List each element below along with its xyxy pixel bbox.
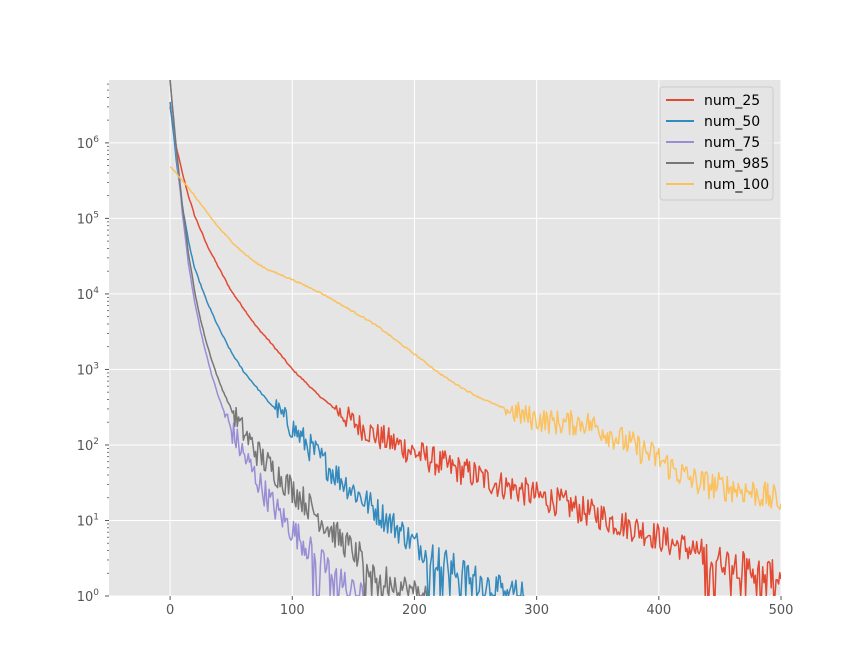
- x-tick-label: 0: [166, 603, 174, 618]
- series-line-num_985: [169, 80, 428, 596]
- legend-label: num_50: [704, 114, 760, 130]
- series-line-num_100: [169, 166, 781, 511]
- legend-label: num_25: [704, 93, 760, 109]
- series-line-num_25: [169, 106, 781, 596]
- legend: num_25 num_50 num_75 num_985 num_100: [659, 86, 774, 201]
- legend-label: num_100: [704, 177, 769, 193]
- series-line-num_75: [169, 80, 367, 596]
- y-tick-label: 102: [77, 437, 99, 454]
- y-tick-label: 105: [77, 210, 99, 227]
- series-line-num_50: [169, 101, 525, 596]
- y-tick-label: 106: [77, 135, 100, 152]
- x-tick-label: 300: [524, 603, 549, 618]
- y-tick-label: 100: [77, 588, 100, 605]
- x-tick-label: 400: [646, 603, 671, 618]
- grid: [109, 80, 782, 597]
- x-tick-label: 200: [402, 603, 427, 618]
- series-group: [169, 80, 781, 596]
- x-tick-label: 500: [769, 603, 794, 618]
- y-tick-label: 104: [77, 286, 100, 303]
- legend-label: num_75: [704, 135, 760, 151]
- x-tick-label: 100: [280, 603, 305, 618]
- axes: 0 100 200 300 400 500 100 101 102 103 104 105 106: [77, 83, 794, 618]
- y-tick-label: 101: [77, 512, 99, 529]
- legend-box: [659, 86, 774, 201]
- legend-label: num_985: [704, 156, 769, 172]
- y-tick-label: 103: [77, 361, 99, 378]
